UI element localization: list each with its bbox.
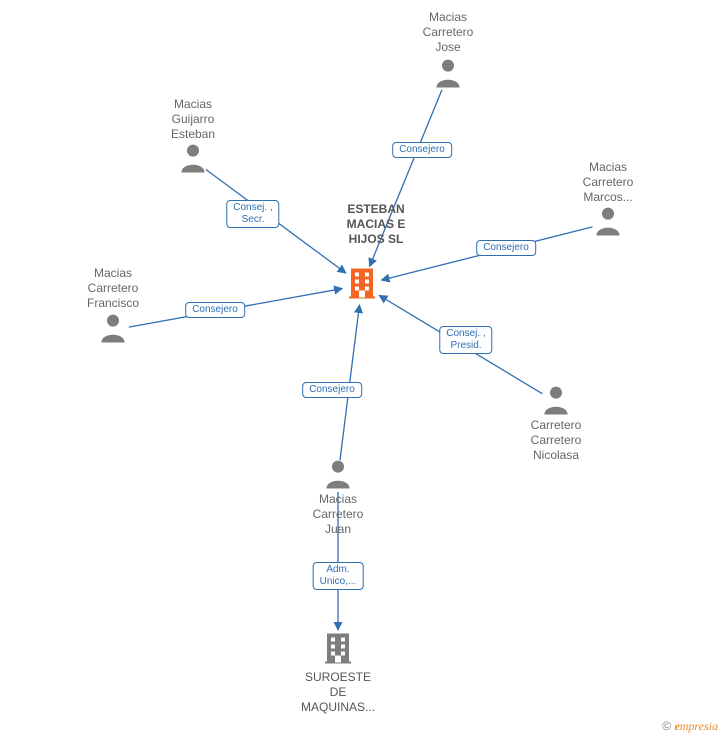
edge-label: Consejero (302, 382, 362, 398)
company-suroeste-label: SUROESTE DE MAQUINAS... (301, 670, 375, 715)
footer-credit: © empresia (662, 719, 718, 734)
person-label: Macias Carretero Francisco (87, 266, 139, 311)
edge-label: Consejero (476, 240, 536, 256)
center-company-label: ESTEBAN MACIAS E HIJOS SL (347, 202, 406, 247)
edge-line (379, 295, 542, 393)
edges-layer (0, 0, 728, 740)
edge-line (370, 90, 442, 267)
person-icon (594, 206, 622, 241)
person-label: Carretero Carretero Nicolasa (531, 418, 582, 463)
edge-label: Consejero (185, 302, 245, 318)
edge-line (381, 227, 592, 280)
person-icon (99, 313, 127, 348)
edge-line (340, 305, 360, 460)
person-icon (542, 385, 570, 420)
brand-name: empresia (674, 719, 718, 733)
person-icon (179, 143, 207, 178)
edge-label: Consejero (392, 142, 452, 158)
edge-label: Consej. , Presid. (439, 326, 492, 354)
person-icon (324, 459, 352, 494)
person-label: Macias Guijarro Esteban (171, 97, 215, 142)
edge-label: Adm. Unico,... (313, 562, 364, 590)
company-suroeste-icon (323, 632, 353, 669)
center-company-icon (347, 267, 377, 304)
person-icon (434, 58, 462, 93)
person-label: Macias Carretero Juan (313, 492, 364, 537)
edge-line (129, 289, 343, 328)
edge-line (206, 170, 346, 274)
edge-label: Consej. , Secr. (226, 200, 279, 228)
person-label: Macias Carretero Jose (423, 10, 474, 55)
diagram-canvas: ESTEBAN MACIAS E HIJOS SL SUROESTE DE MA… (0, 0, 728, 740)
person-label: Macias Carretero Marcos... (583, 160, 634, 205)
copyright-symbol: © (662, 719, 671, 733)
